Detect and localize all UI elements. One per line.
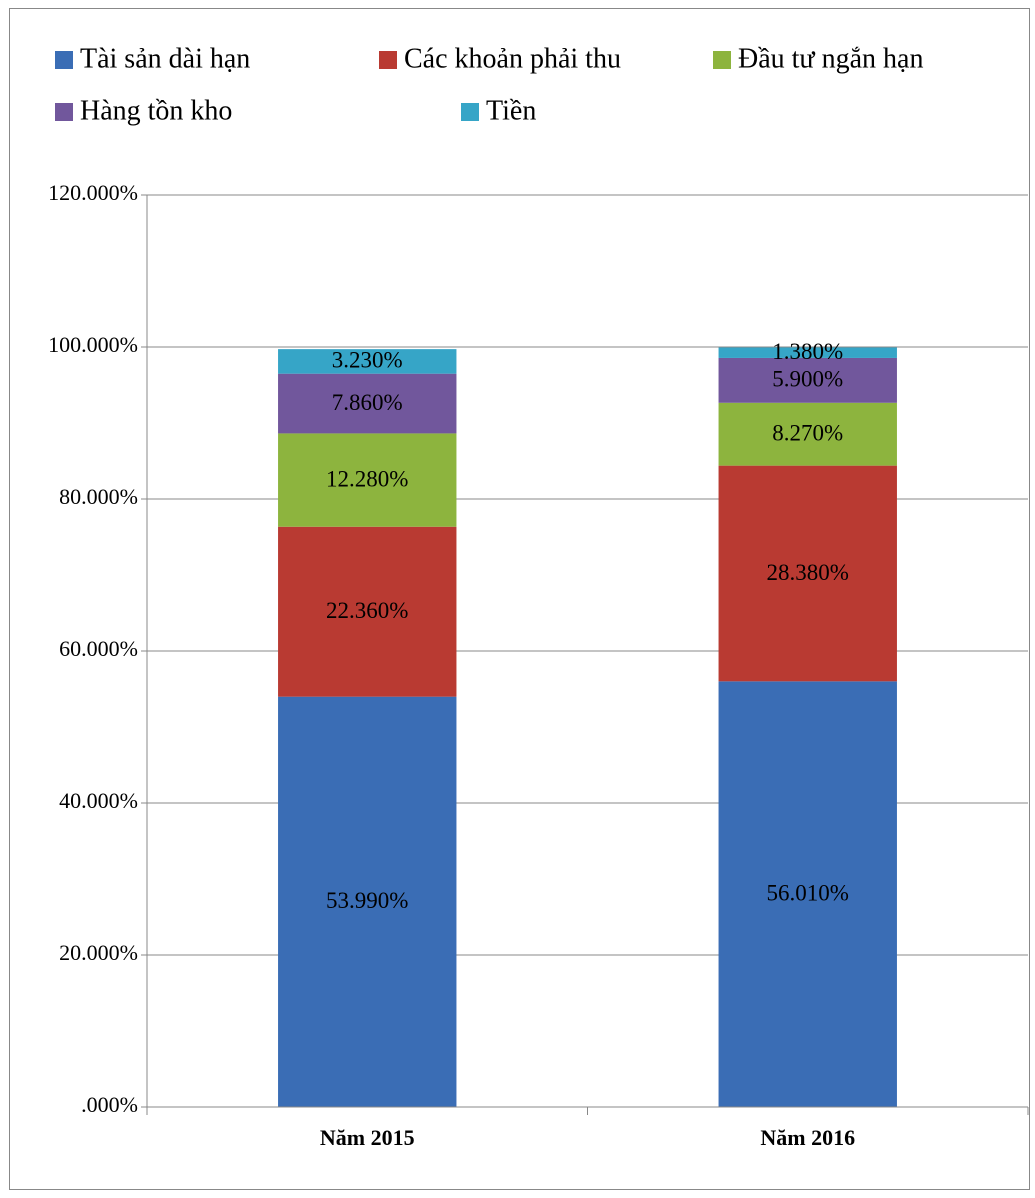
legend-swatch: [55, 51, 73, 69]
legend-swatch: [379, 51, 397, 69]
bar-segment: [718, 347, 897, 358]
y-tick-label: 20.000%: [59, 940, 138, 965]
legend-label: Tài sản dài hạn: [80, 43, 250, 74]
x-tick-label: Năm 2015: [320, 1125, 415, 1150]
y-tick-label: 60.000%: [59, 636, 138, 661]
y-tick-label: 120.000%: [48, 180, 138, 205]
bar-segment: [718, 402, 897, 466]
legend-swatch: [461, 103, 479, 121]
legend-swatch: [713, 51, 731, 69]
data-label: 1.380%: [772, 339, 843, 364]
y-tick-label: 80.000%: [59, 484, 138, 509]
bar-segment: [718, 357, 897, 403]
data-label: 3.230%: [332, 348, 403, 373]
legend-label: Đầu tư ngắn hạn: [738, 43, 923, 74]
data-label: 22.360%: [326, 598, 408, 623]
x-tick-label: Năm 2016: [760, 1125, 855, 1150]
bar-segment: [718, 681, 897, 1107]
data-label: 7.860%: [332, 390, 403, 415]
y-tick-label: 100.000%: [48, 332, 138, 357]
bar-segment: [278, 373, 457, 434]
bar-segment: [718, 465, 897, 682]
legend-swatch: [55, 103, 73, 121]
bar-segment: [278, 433, 457, 527]
data-label: 5.900%: [772, 367, 843, 392]
bar-segment: [278, 349, 457, 374]
legend-label: Các khoản phải thu: [404, 43, 621, 74]
data-label: 28.380%: [767, 560, 849, 585]
data-label: 53.990%: [326, 888, 408, 913]
bar-segment: [278, 526, 457, 697]
y-tick-label: .000%: [81, 1092, 138, 1117]
legend-label: Tiền: [486, 95, 536, 126]
bar-segment: [278, 696, 457, 1107]
legend-label: Hàng tồn kho: [80, 95, 232, 126]
data-label: 8.270%: [772, 420, 843, 445]
data-label: 56.010%: [767, 880, 849, 905]
data-label: 12.280%: [326, 466, 408, 491]
y-tick-label: 40.000%: [59, 788, 138, 813]
